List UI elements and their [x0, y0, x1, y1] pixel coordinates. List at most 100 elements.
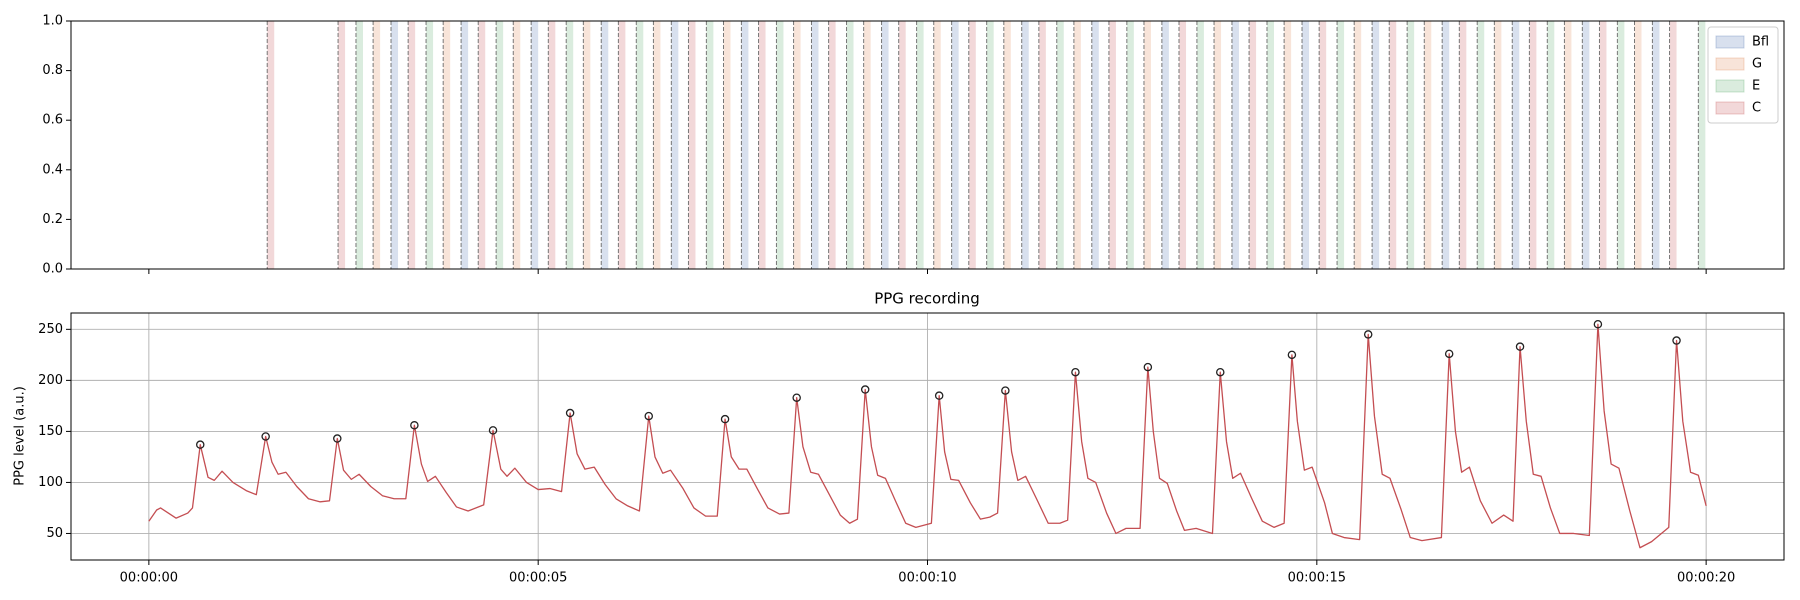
- event-span: [951, 21, 959, 269]
- event-span: [601, 21, 609, 269]
- peak-marker: [488, 426, 498, 435]
- event-span: [1196, 21, 1204, 269]
- event-span: [1284, 21, 1292, 269]
- legend-swatch: [1715, 35, 1745, 49]
- y-tick-label: 200: [38, 373, 63, 388]
- event-span: [916, 21, 924, 269]
- event-span: [758, 21, 766, 269]
- event-span: [391, 21, 399, 269]
- x-tick-label: 00:00:00: [120, 571, 178, 586]
- y-tick-label: 0.8: [42, 63, 63, 78]
- event-span: [1669, 21, 1677, 269]
- event-span: [531, 21, 539, 269]
- event-span: [1126, 21, 1134, 269]
- peak-marker: [565, 408, 575, 418]
- event-span: [1652, 21, 1660, 269]
- y-tick-label: 0.6: [42, 113, 63, 128]
- event-span: [881, 21, 889, 269]
- event-span: [846, 21, 854, 269]
- event-span: [1634, 21, 1642, 269]
- event-span: [688, 21, 696, 269]
- peak-marker: [1001, 386, 1010, 395]
- axes-frame: [70, 20, 1785, 270]
- event-span: [1564, 21, 1572, 269]
- legend-swatch: [1715, 101, 1745, 115]
- ppg-line: [148, 323, 1707, 549]
- peak-marker: [333, 434, 342, 443]
- legend-label: E: [1752, 79, 1760, 94]
- event-span: [1319, 21, 1327, 269]
- peak-marker: [1593, 319, 1603, 329]
- event-span: [1529, 21, 1537, 269]
- event-span: [653, 21, 661, 269]
- event-span: [1266, 21, 1274, 269]
- event-span: [338, 21, 346, 269]
- peak-marker: [720, 414, 730, 424]
- peak-marker: [1363, 330, 1373, 339]
- peak-marker: [792, 393, 801, 402]
- event-span: [1407, 21, 1415, 269]
- event-span: [426, 21, 434, 269]
- event-span: [1108, 21, 1116, 269]
- event-span: [1442, 21, 1450, 269]
- event-span: [1003, 21, 1011, 269]
- x-tick-label: 00:00:15: [1288, 571, 1346, 586]
- event-span: [776, 21, 784, 269]
- event-span: [933, 21, 941, 269]
- x-tick-label: 00:00:05: [509, 571, 567, 586]
- event-span: [355, 21, 363, 269]
- event-span: [793, 21, 801, 269]
- y-tick-label: 50: [46, 526, 63, 541]
- event-span: [1214, 21, 1222, 269]
- event-span: [863, 21, 871, 269]
- legend-swatch: [1715, 57, 1745, 71]
- event-span: [1389, 21, 1397, 269]
- legend-swatch: [1715, 79, 1745, 93]
- y-tick-label: 1.0: [42, 14, 63, 29]
- event-span: [1337, 21, 1345, 269]
- legend-label: C: [1752, 101, 1761, 116]
- event-span: [1091, 21, 1099, 269]
- event-span: [741, 21, 749, 269]
- event-span: [513, 21, 521, 269]
- event-span: [1698, 21, 1706, 269]
- event-span: [898, 21, 906, 269]
- event-span: [1056, 21, 1064, 269]
- chart-title: PPG recording: [874, 290, 980, 308]
- event-span: [1073, 21, 1081, 269]
- event-span: [1038, 21, 1046, 269]
- peak-marker: [1287, 350, 1297, 360]
- x-tick-label: 00:00:10: [898, 571, 956, 586]
- y-tick-label: 0.2: [42, 212, 63, 227]
- event-span: [1302, 21, 1310, 269]
- y-tick-label: 150: [38, 424, 63, 439]
- event-span: [1617, 21, 1625, 269]
- event-span: [1021, 21, 1029, 269]
- peak-marker: [860, 385, 870, 394]
- peak-marker: [1444, 349, 1454, 359]
- event-span: [461, 21, 469, 269]
- legend-label: Bfl: [1752, 35, 1769, 50]
- event-span: [496, 21, 504, 269]
- event-span: [566, 21, 574, 269]
- event-span: [478, 21, 486, 269]
- event-span: [267, 21, 275, 269]
- y-tick-label: 0.0: [42, 262, 63, 277]
- peak-marker: [644, 411, 653, 421]
- event-span: [1547, 21, 1555, 269]
- event-span: [1512, 21, 1520, 269]
- peak-marker: [1143, 362, 1153, 372]
- y-tick-label: 250: [38, 322, 63, 337]
- legend-label: G: [1752, 57, 1762, 72]
- legend-box: [1707, 26, 1779, 124]
- y-tick-label: 100: [38, 475, 63, 490]
- event-span: [1582, 21, 1590, 269]
- event-span: [1231, 21, 1239, 269]
- event-span: [1143, 21, 1151, 269]
- peak-marker: [261, 432, 270, 441]
- event-span: [986, 21, 994, 269]
- event-span: [1459, 21, 1467, 269]
- event-span: [443, 21, 451, 269]
- peak-marker: [934, 391, 944, 400]
- event-span: [968, 21, 976, 269]
